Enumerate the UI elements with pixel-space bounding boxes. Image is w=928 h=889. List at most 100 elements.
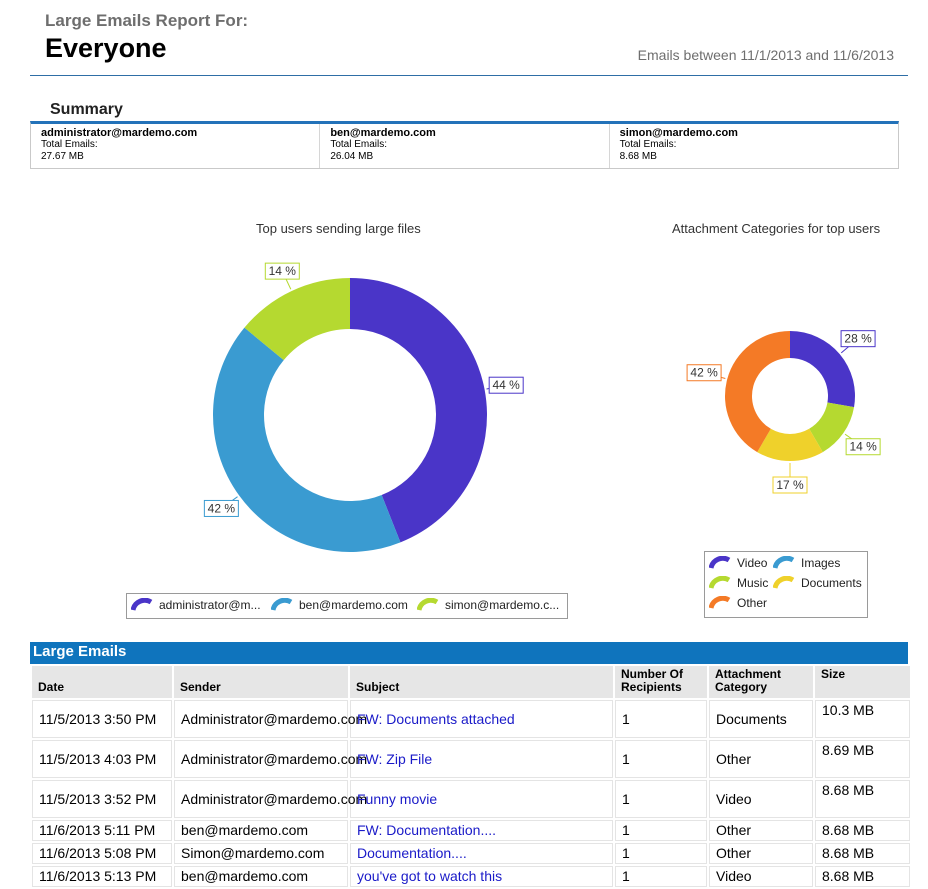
legend-item[interactable]: Video	[709, 556, 767, 570]
slice-label-box	[488, 376, 524, 394]
legend-item[interactable]: Music	[709, 576, 768, 590]
slice-label: 28 %	[844, 332, 872, 346]
cell-size: 8.68 MB	[815, 820, 910, 841]
donut-chart-attachment-categories: 28 % 14 % 17 % 42 %	[686, 330, 881, 494]
cell-category: Other	[709, 820, 813, 841]
donut-slice	[809, 402, 855, 453]
cell-recipients: 1	[615, 843, 707, 864]
legend-label: Video	[737, 556, 768, 570]
donut-slice	[350, 278, 487, 543]
donut-slice	[757, 428, 823, 461]
donut-chart-top-users: 44 % 42 % 14 %	[203, 262, 524, 552]
chart-title-top-users: Top users sending large files	[256, 221, 421, 236]
subject-link[interactable]: Documentation....	[350, 843, 613, 864]
legend-swatch	[709, 556, 731, 569]
legend-swatch	[271, 598, 293, 611]
slice-label-box	[840, 330, 876, 348]
column-header-date[interactable]: Date	[32, 666, 172, 698]
legend-swatch	[773, 556, 795, 569]
summary-user-email: ben@mardemo.com	[330, 127, 436, 139]
legend-label: administrator@m...	[159, 598, 261, 612]
large-emails-panel: Large Emails Date Sender Subject Number …	[30, 642, 912, 889]
table-row: 11/5/2013 3:50 PM Administrator@mardemo.…	[32, 700, 910, 738]
subject-link[interactable]: FW: Documents attached	[350, 700, 613, 738]
legend-swatch	[773, 576, 795, 589]
legend-label: simon@mardemo.c...	[445, 598, 560, 612]
cell-sender: Administrator@mardemo.com	[174, 780, 367, 818]
cell-size: 8.69 MB	[815, 740, 910, 778]
legend-swatch	[709, 596, 731, 609]
cell-size: 10.3 MB	[815, 700, 910, 738]
legend-label: Other	[737, 596, 768, 610]
cell-recipients: 1	[615, 780, 707, 818]
column-header-size[interactable]: Size	[815, 666, 910, 698]
cell-sender: Simon@mardemo.com	[174, 843, 348, 864]
legend-top-users: administrator@m... ben@mardemo.com simon@m…	[126, 593, 568, 619]
table-row: 11/6/2013 5:11 PM ben@mardemo.com FW: Do…	[32, 820, 910, 841]
donut-slice	[790, 331, 855, 408]
slice-label: 17 %	[776, 478, 804, 492]
summary-user: ben@mardemo.com Total Emails: 26.04 MB	[320, 124, 610, 168]
subject-link[interactable]: Funny movie	[350, 780, 613, 818]
summary-box: administrator@mardemo.com Total Emails: …	[30, 121, 899, 169]
legend-item[interactable]: Other	[709, 596, 767, 610]
legend-swatch	[131, 598, 153, 611]
slice-label: 42 %	[208, 501, 236, 515]
cell-recipients: 1	[615, 700, 707, 738]
table-row: 11/6/2013 5:08 PM Simon@mardemo.com Docu…	[32, 843, 910, 864]
large-emails-title: Large Emails	[30, 642, 908, 664]
summary-total-label: Total Emails:	[330, 139, 388, 150]
legend-label: Images	[801, 556, 841, 570]
slice-label: 42 %	[690, 366, 718, 380]
large-emails-table: Date Sender Subject Number Of Recipients…	[30, 664, 912, 889]
summary-user-email: simon@mardemo.com	[619, 127, 738, 139]
slice-label: 44 %	[493, 378, 521, 392]
slice-label-box	[203, 499, 239, 517]
summary-title: Summary	[50, 101, 123, 118]
cell-recipients: 1	[615, 740, 707, 778]
legend-item[interactable]: Documents	[773, 576, 862, 590]
chart-title-attachment-categories: Attachment Categories for top users	[672, 221, 881, 236]
column-header-sender[interactable]: Sender	[174, 666, 348, 698]
column-header-subject[interactable]: Subject	[350, 666, 613, 698]
cell-size: 8.68 MB	[815, 843, 910, 864]
summary-total-value: 8.68 MB	[619, 151, 657, 162]
cell-date: 11/5/2013 3:50 PM	[32, 700, 172, 738]
legend-label: Documents	[801, 576, 862, 590]
legend-item[interactable]: administrator@m...	[131, 598, 261, 612]
slice-label: 14 %	[269, 264, 297, 278]
column-header-recipients[interactable]: Number Of Recipients	[615, 666, 707, 698]
summary-user: simon@mardemo.com Total Emails: 8.68 MB	[610, 124, 898, 168]
report-label: Large Emails Report For:	[45, 11, 249, 30]
legend-item[interactable]: ben@mardemo.com	[271, 598, 408, 612]
slice-label-box	[686, 364, 722, 382]
slice-label-box	[772, 476, 808, 494]
legend-label: ben@mardemo.com	[299, 598, 408, 612]
donut-slice	[725, 331, 790, 453]
cell-date: 11/6/2013 5:08 PM	[32, 843, 172, 864]
summary-total-value: 27.67 MB	[41, 151, 84, 162]
summary-total-label: Total Emails:	[41, 139, 98, 150]
subject-link[interactable]: FW: Zip File	[350, 740, 613, 778]
subject-link[interactable]: FW: Documentation....	[350, 820, 613, 841]
donut-slice	[213, 327, 401, 552]
cell-category: Documents	[709, 700, 813, 738]
column-header-attachment-category[interactable]: Attachment Category	[709, 666, 813, 698]
legend-label: Music	[737, 576, 769, 590]
summary-total-value: 26.04 MB	[330, 151, 374, 162]
cell-size: 8.68 MB	[815, 780, 910, 818]
cell-date: 11/6/2013 5:11 PM	[32, 820, 172, 841]
table-row: 11/5/2013 4:03 PM Administrator@mardemo.…	[32, 740, 910, 778]
summary-user-email: administrator@mardemo.com	[41, 127, 198, 139]
legend-item[interactable]: simon@mardemo.c...	[417, 598, 559, 612]
legend-item[interactable]: Images	[773, 556, 840, 570]
cell-date: 11/5/2013 3:52 PM	[32, 780, 172, 818]
cell-sender: Administrator@mardemo.com	[174, 740, 367, 778]
legend-attachment-categories: Video Images Music Documents Other	[704, 551, 868, 618]
cell-category: Other	[709, 740, 813, 778]
legend-swatch	[709, 576, 731, 589]
cell-recipients: 1	[615, 820, 707, 841]
slice-label-box	[845, 438, 881, 456]
cell-sender: ben@mardemo.com	[174, 820, 348, 841]
cell-date: 11/5/2013 4:03 PM	[32, 740, 172, 778]
